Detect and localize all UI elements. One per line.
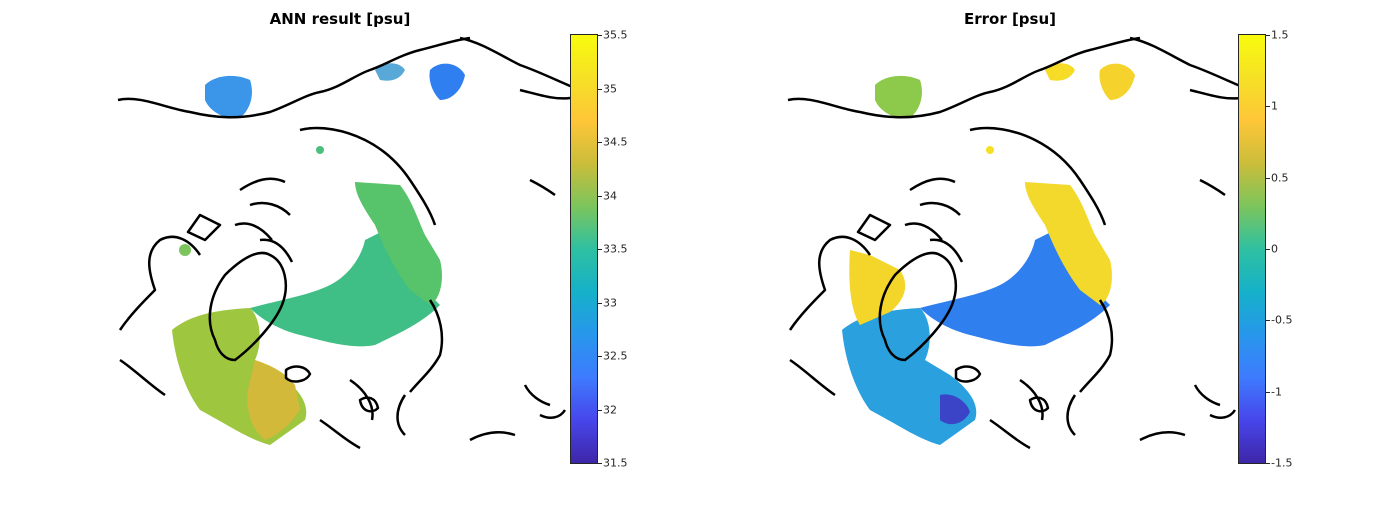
- salinity-patch-svalbard: [316, 146, 324, 154]
- colorbar-ann-result-tick-mark: [597, 302, 602, 304]
- colorbar-ann-result-tick-mark: [597, 195, 602, 197]
- error-patch-bering: [1045, 63, 1075, 81]
- salinity-map-ann-result: [117, 36, 576, 450]
- colorbar-error-tick-mark: [1265, 320, 1270, 322]
- panel-ann-result: ANN result [psu]: [117, 10, 628, 470]
- colorbar-ann-result: 31.5 32 32.5 33 33.5 34 34.5 35 35.5: [570, 29, 628, 470]
- salinity-patch-okhotsk: [429, 63, 465, 100]
- error-patch-svalbard: [986, 146, 994, 154]
- coastline-scandinavia: [1066, 299, 1114, 436]
- coastline-north-america: [117, 36, 471, 119]
- coastline-europe: [319, 378, 516, 450]
- colorbar-ann-result-tick-label: 34: [603, 189, 617, 202]
- coastline-arctic-basin: [969, 126, 1107, 226]
- coastline-mediterranean: [1193, 384, 1237, 419]
- coastline-north-america: [787, 36, 1141, 119]
- coastline-caspian: [1199, 178, 1226, 197]
- coastline-iceland: [954, 365, 982, 383]
- coastline-iceland: [284, 365, 312, 383]
- colorbar-error-tick-label: 1.5: [1271, 28, 1289, 42]
- error-patch-okhotsk: [1099, 63, 1135, 100]
- colorbar-ann-result-tick-label: 33.5: [603, 242, 628, 256]
- colorbar-ann-result-tick-label: 31.5: [603, 456, 628, 470]
- colorbar-error-tick-label: -0.5: [1271, 313, 1293, 327]
- salinity-patch-bering: [375, 63, 405, 81]
- coastline: [787, 36, 1246, 450]
- colorbar-ann-result-tick-mark: [597, 249, 602, 250]
- error-patch-pacific: [875, 75, 922, 119]
- salinity-patch-baffin: [179, 244, 191, 256]
- colorbar-ann-result-tick-mark: [597, 463, 602, 464]
- salinity-patch-barents: [355, 182, 442, 305]
- colorbar-ann-result-tick-label: 33: [603, 296, 617, 309]
- error-patch-barents: [1025, 182, 1112, 305]
- colorbar-error-tick-mark: [1265, 249, 1270, 250]
- colorbar-error-tick-mark: [1265, 106, 1270, 108]
- colorbar-error-tick-label: -1.5: [1271, 456, 1293, 470]
- panel-error: Error [psu] -1.5 -1 -0.5 0: [700, 0, 1400, 519]
- coastline: [117, 36, 576, 450]
- colorbar-ann-result-tick-label: 32: [603, 403, 617, 416]
- coastline-uk: [358, 396, 380, 413]
- coastline-canada-mainland: [788, 235, 872, 397]
- colorbar-ann-result-tick-mark: [597, 409, 602, 411]
- colorbar-ann-result-tick-label: 32.5: [603, 349, 628, 363]
- coastline-mediterranean: [523, 384, 567, 419]
- coastline-canada-mainland: [118, 235, 202, 397]
- coastline-uk: [1028, 396, 1050, 413]
- colorbar-error-tick-label: 0: [1271, 242, 1278, 256]
- coastline-caspian: [529, 178, 556, 197]
- colorbar-error-tick-label: 0.5: [1271, 171, 1289, 185]
- colorbar-error-tick-label: 1: [1271, 99, 1278, 113]
- salinity-field: [172, 63, 465, 445]
- colorbar-error-tick-mark: [1265, 35, 1270, 36]
- coastline-siberia: [459, 36, 576, 100]
- colorbar-error-tick-mark: [1265, 463, 1270, 464]
- map-title-error: Error [psu]: [963, 10, 1057, 28]
- colorbar-error: -1.5 -1 -0.5 0 0.5 1 1.5: [1238, 29, 1292, 470]
- coastline-greenland: [208, 251, 287, 362]
- coastline-siberia: [1129, 36, 1246, 100]
- coastline-canadian-archipelago: [186, 177, 294, 263]
- colorbar-ann-result-tick-label: 35.5: [603, 28, 628, 42]
- coastline-scandinavia: [396, 299, 444, 436]
- colorbar-error-tick-label: -1: [1271, 385, 1282, 399]
- salinity-patch-pacific: [205, 75, 252, 119]
- error-field: [842, 63, 1135, 445]
- colorbar-ann-result-tick-label: 34.5: [603, 135, 628, 149]
- coastline-greenland: [878, 251, 957, 362]
- colorbar-error-tick-mark: [1265, 391, 1270, 393]
- coastline-canadian-archipelago: [856, 177, 964, 263]
- coastline-europe: [989, 378, 1186, 450]
- coastline-arctic-basin: [299, 126, 437, 226]
- error-patch-west-greenland: [849, 250, 906, 325]
- colorbar-ann-result-tick-mark: [597, 88, 602, 90]
- colorbar-ann-result-tick-mark: [597, 356, 602, 357]
- map-title-ann-result: ANN result [psu]: [269, 10, 411, 28]
- colorbar-error-tick-mark: [1265, 177, 1270, 179]
- colorbar-ann-result-tick-mark: [597, 142, 602, 143]
- colorbar-ann-result-tick-mark: [597, 35, 602, 36]
- error-patch-labrador: [940, 394, 970, 425]
- colorbar-ann-result-tick-label: 35: [603, 82, 617, 95]
- error-map: [787, 36, 1246, 450]
